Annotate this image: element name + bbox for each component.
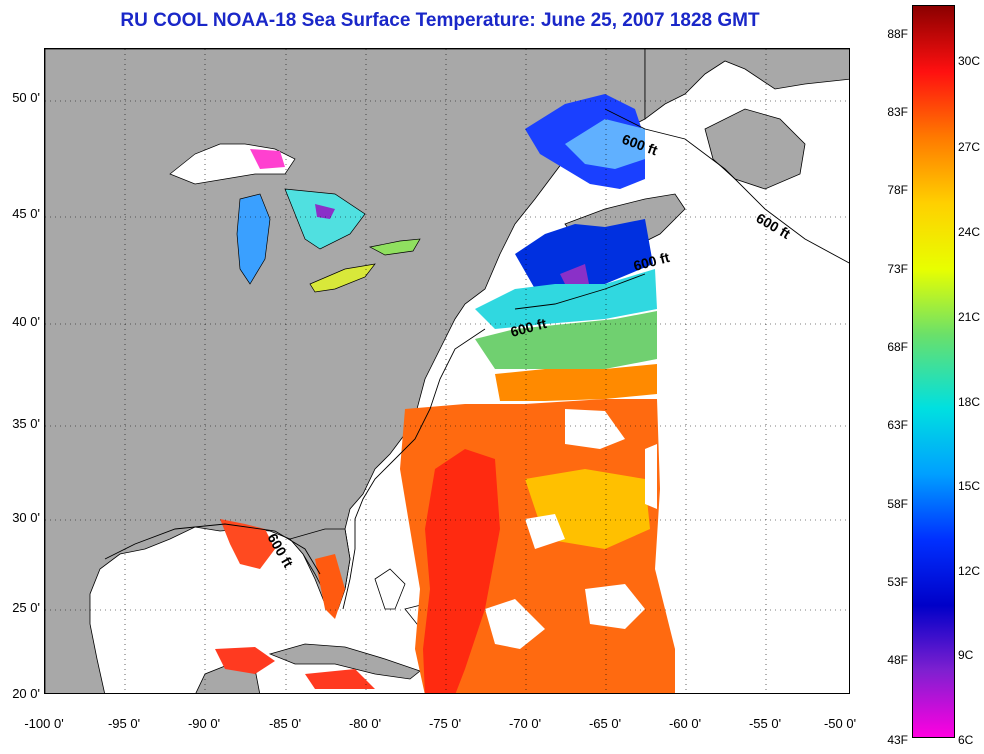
lake-superior-warm-patch (250, 149, 285, 169)
gulf-stream-core (423, 449, 500, 693)
colorbar-c-label: 18C (958, 395, 981, 409)
lon-label-60: -60 0' (668, 716, 702, 731)
colorbar-f-label: 63F (887, 418, 908, 432)
cuba (268, 643, 421, 680)
colorbar-f-label: 78F (887, 183, 908, 197)
lat-label-45: 45 0' (12, 206, 40, 221)
newfoundland (704, 108, 806, 190)
st-lawrence-cool (565, 119, 645, 169)
colorbar-c-label: 21C (958, 310, 981, 324)
colorbar-c-label: 9C (958, 648, 974, 662)
lon-label-50: -50 0' (823, 716, 857, 731)
lon-label-55: -55 0' (748, 716, 782, 731)
colorbar-f-label: 83F (887, 105, 908, 119)
gulf-of-maine-cold (515, 219, 653, 294)
sst-map[interactable]: 600 ft 600 ft 600 ft 600 ft 600 ft (44, 48, 850, 694)
gulf-of-mexico-west (315, 554, 345, 619)
atlantic-canada-land (644, 49, 849, 120)
cloud-mask (485, 409, 657, 649)
map-canvas: 600 ft 600 ft 600 ft 600 ft 600 ft (45, 49, 849, 693)
lon-label-90: -90 0' (187, 716, 221, 731)
lake-huron (284, 188, 366, 250)
gulf-of-mexico-warm (220, 519, 275, 569)
lake-ontario (368, 238, 421, 256)
lat-label-20: 20 0' (12, 686, 40, 701)
colorbar-c-label: 27C (958, 140, 981, 154)
lake-michigan (236, 193, 271, 285)
colorbar-c-label: 6C (958, 733, 974, 747)
colorbar-c-label: 30C (958, 54, 981, 68)
gulf-stream-front (495, 364, 657, 401)
shelf-cyan (475, 269, 657, 329)
isobath-600ft-line (104, 108, 849, 610)
lon-label-65: -65 0' (588, 716, 622, 731)
lon-label-85: -85 0' (268, 716, 302, 731)
temperature-colorbar (912, 5, 955, 738)
lon-label-75: -75 0' (428, 716, 462, 731)
lat-label-25: 25 0' (12, 600, 40, 615)
lon-label-95: -95 0' (107, 716, 141, 731)
colorbar-c-label: 24C (958, 225, 981, 239)
great-lakes-sst (169, 143, 421, 293)
colorbar-f-label: 43F (887, 733, 908, 747)
lon-label-80: -80 0' (348, 716, 382, 731)
lat-label-50: 50 0' (12, 90, 40, 105)
colorbar-f-label: 68F (887, 340, 908, 354)
colorbar-c-label: 15C (958, 479, 981, 493)
colorbar-f-label: 53F (887, 575, 908, 589)
lat-label-30: 30 0' (12, 510, 40, 525)
lake-erie (309, 263, 376, 293)
colorbar-f-label: 88F (887, 27, 908, 41)
colorbar-f-label: 58F (887, 497, 908, 511)
isobath-label-grand-banks: 600 ft (754, 210, 794, 242)
colorbar-c-label: 12C (958, 564, 981, 578)
map-title: RU COOL NOAA-18 Sea Surface Temperature:… (120, 10, 760, 31)
lat-label-40: 40 0' (12, 314, 40, 329)
colorbar-f-label: 73F (887, 262, 908, 276)
caribbean-warm (215, 647, 375, 689)
lake-huron-cool (315, 204, 335, 219)
lat-label-35: 35 0' (12, 416, 40, 431)
lon-label-100: -100 0' (24, 716, 64, 731)
lon-label-70: -70 0' (508, 716, 542, 731)
colorbar-f-label: 48F (887, 653, 908, 667)
shelf-green (475, 311, 657, 369)
